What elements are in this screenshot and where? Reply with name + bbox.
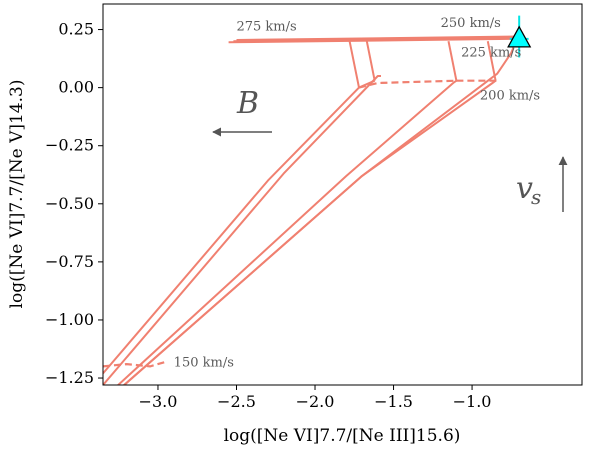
x-axis-title: log([Ne VI]7.7/[Ne III]15.6): [224, 426, 461, 446]
y-tick-label: −0.75: [45, 252, 94, 271]
x-tick-label: −1.0: [453, 392, 492, 411]
plot-frame: [102, 3, 583, 386]
x-tick-label: −2.0: [296, 392, 335, 411]
model-track-solid-4: [122, 40, 517, 385]
velocity-label-1: 250 km/s: [441, 16, 501, 31]
model-track-dashed-1: [358, 79, 457, 89]
model-track-solid-7: [447, 41, 458, 81]
model-track-solid-1: [103, 75, 381, 385]
model-track-solid-6: [365, 41, 376, 81]
y-tick-label: −1.00: [45, 310, 94, 329]
annotation-layer: 275 km/s 250 km/s 225 km/s 200 km/s 150 km/s…: [174, 16, 568, 370]
y-axis-title: log([Ne VI]7.7/[Ne V]14.3): [7, 80, 27, 309]
x-tick-label: −1.5: [374, 392, 413, 411]
tick-layer: −3.0 −2.5 −2.0 −1.5 −1.0 0.25 0.00 −0.25 −0.50 −0…: [45, 20, 492, 411]
model-track-dashed-0: [103, 360, 167, 368]
y-tick-label: 0.00: [58, 78, 94, 97]
model-track-solid-8: [486, 41, 497, 81]
model-track-solid-0: [103, 79, 376, 375]
y-tick-label: −0.25: [45, 136, 94, 155]
velocity-label-4: 150 km/s: [174, 355, 234, 370]
observed-point-triangle: [507, 25, 532, 48]
model-track-solid-5: [348, 41, 360, 88]
data-layer: [103, 15, 532, 385]
y-tick-label: −0.50: [45, 194, 94, 213]
b-arrow-label: B: [236, 86, 259, 121]
vs-arrow-subscript: s: [531, 185, 541, 209]
y-tick-label: 0.25: [58, 20, 94, 39]
velocity-label-3: 200 km/s: [480, 88, 540, 103]
velocity-label-2: 225 km/s: [461, 45, 521, 60]
model-track-solid-2: [116, 79, 457, 385]
model-track-solid-3: [122, 79, 497, 385]
x-tick-label: −3.0: [139, 392, 178, 411]
y-tick-label: −1.25: [45, 368, 94, 387]
velocity-label-0: 275 km/s: [236, 20, 296, 35]
x-tick-label: −2.5: [217, 392, 256, 411]
model-track-dashed-3: [377, 36, 520, 40]
model-track-solid-9: [228, 37, 520, 44]
vs-arrow-label: v: [516, 171, 533, 206]
